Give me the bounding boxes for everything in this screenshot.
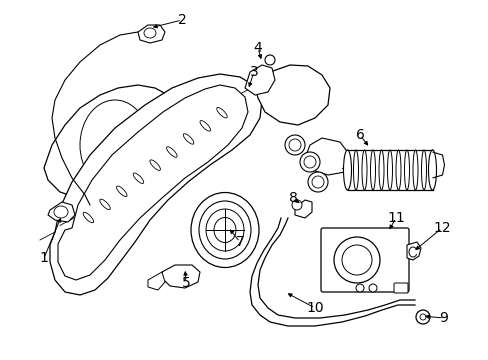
Ellipse shape <box>404 150 408 190</box>
FancyBboxPatch shape <box>320 228 408 292</box>
Circle shape <box>291 200 302 210</box>
Polygon shape <box>406 242 420 260</box>
Circle shape <box>415 310 429 324</box>
Ellipse shape <box>412 150 417 190</box>
Polygon shape <box>44 85 178 200</box>
Ellipse shape <box>353 150 358 190</box>
Polygon shape <box>58 85 247 280</box>
Text: 3: 3 <box>249 65 258 79</box>
Ellipse shape <box>378 150 383 190</box>
Circle shape <box>264 55 274 65</box>
Ellipse shape <box>54 206 68 218</box>
Circle shape <box>307 172 327 192</box>
Ellipse shape <box>361 150 366 190</box>
Text: 6: 6 <box>355 128 364 142</box>
Circle shape <box>288 139 301 151</box>
Circle shape <box>311 176 324 188</box>
Ellipse shape <box>421 150 426 190</box>
Text: 12: 12 <box>432 221 450 235</box>
Text: 8: 8 <box>288 191 297 205</box>
Text: 4: 4 <box>253 41 262 55</box>
Circle shape <box>333 237 379 283</box>
Text: 11: 11 <box>386 211 404 225</box>
Ellipse shape <box>370 150 375 190</box>
Text: 1: 1 <box>40 251 48 265</box>
Ellipse shape <box>143 28 156 38</box>
Polygon shape <box>162 265 200 288</box>
Circle shape <box>368 284 376 292</box>
Ellipse shape <box>429 150 434 190</box>
Polygon shape <box>50 74 262 295</box>
Circle shape <box>285 135 305 155</box>
FancyBboxPatch shape <box>393 283 407 293</box>
Circle shape <box>304 156 315 168</box>
Polygon shape <box>48 202 75 222</box>
Ellipse shape <box>345 150 349 190</box>
Polygon shape <box>294 200 311 218</box>
Ellipse shape <box>214 217 236 243</box>
Text: 10: 10 <box>305 301 323 315</box>
Ellipse shape <box>191 193 259 267</box>
Circle shape <box>299 152 319 172</box>
Text: 7: 7 <box>235 235 244 249</box>
Circle shape <box>419 314 425 320</box>
Text: 5: 5 <box>181 276 190 290</box>
Polygon shape <box>244 65 274 95</box>
Ellipse shape <box>199 201 250 259</box>
Circle shape <box>341 245 371 275</box>
Ellipse shape <box>205 209 244 251</box>
Polygon shape <box>254 65 329 125</box>
Ellipse shape <box>427 150 436 190</box>
Circle shape <box>355 284 363 292</box>
Text: 9: 9 <box>439 311 447 325</box>
Polygon shape <box>138 25 164 43</box>
Text: 2: 2 <box>177 13 186 27</box>
Ellipse shape <box>395 150 400 190</box>
Ellipse shape <box>386 150 392 190</box>
Ellipse shape <box>80 100 150 190</box>
Polygon shape <box>148 272 164 290</box>
Ellipse shape <box>343 150 351 190</box>
